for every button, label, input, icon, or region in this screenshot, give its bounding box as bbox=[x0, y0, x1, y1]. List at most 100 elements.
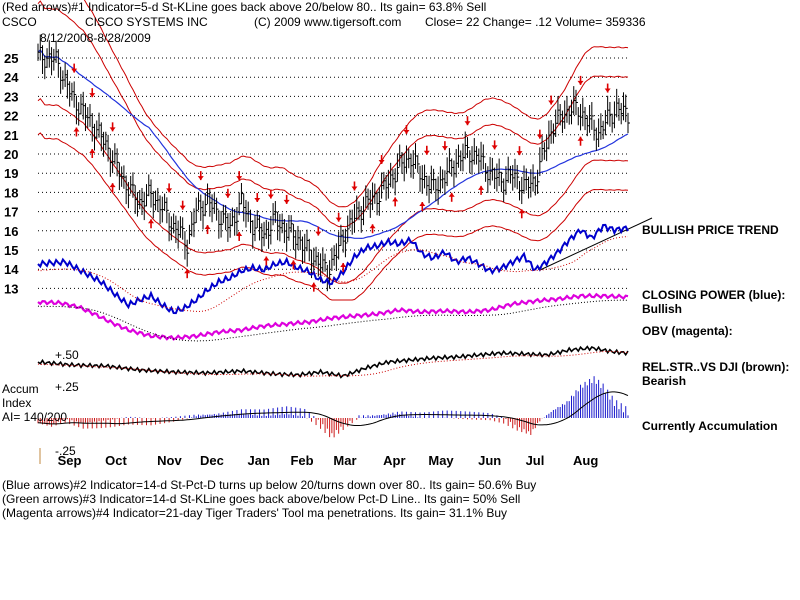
sell-arrow bbox=[335, 212, 342, 222]
sell-arrow bbox=[236, 171, 243, 181]
month-label: Aug bbox=[573, 453, 598, 468]
sell-arrow bbox=[516, 146, 523, 156]
month-label: Nov bbox=[157, 453, 182, 468]
ticker-symbol: CSCO bbox=[2, 15, 37, 29]
y-tick-label: 22 bbox=[4, 109, 18, 124]
y-tick-label: 16 bbox=[4, 224, 18, 239]
month-label: Sep bbox=[58, 453, 82, 468]
upper-band bbox=[37, 0, 629, 228]
sell-arrow bbox=[89, 88, 96, 98]
plus50-label: +.50 bbox=[55, 348, 79, 362]
sell-arrow bbox=[315, 226, 322, 236]
rel-str-label: REL.STR..VS DJI (brown): bbox=[642, 360, 790, 374]
index-label: Index bbox=[2, 396, 32, 410]
month-label: Jul bbox=[526, 453, 545, 468]
buy-arrow bbox=[290, 260, 297, 270]
buy-arrow bbox=[369, 224, 376, 234]
rel-str-state: Bearish bbox=[642, 374, 687, 388]
sell-arrow bbox=[548, 95, 555, 105]
trend-label: BULLISH PRICE TREND bbox=[642, 223, 779, 237]
sell-arrow bbox=[351, 181, 358, 191]
buy-arrow bbox=[478, 185, 485, 195]
footer-line3: (Magenta arrows)#4 Indicator=21-day Tige… bbox=[2, 506, 508, 520]
chart-series bbox=[37, 0, 653, 438]
buy-arrow bbox=[184, 269, 191, 279]
copyright: (C) 2009 www.tigersoft.com bbox=[254, 15, 402, 29]
month-label: Feb bbox=[290, 453, 313, 468]
buy-arrow bbox=[577, 136, 584, 146]
month-label: Apr bbox=[383, 453, 405, 468]
signal-arrows bbox=[71, 63, 611, 292]
month-axis: Sep Oct Nov Dec Jan Feb Mar Apr May Jun Jul Aug bbox=[39, 448, 598, 468]
closing-power-label: CLOSING POWER (blue): bbox=[642, 288, 786, 302]
buy-arrow bbox=[204, 225, 211, 235]
sell-arrow bbox=[283, 194, 290, 204]
buy-arrow bbox=[310, 282, 317, 292]
plus25-label: +.25 bbox=[55, 380, 79, 394]
buy-arrow bbox=[340, 262, 347, 272]
sell-arrow bbox=[423, 145, 430, 155]
sell-arrow bbox=[378, 154, 385, 164]
y-tick-label: 24 bbox=[4, 70, 19, 85]
minus25-label: -.25 bbox=[55, 444, 76, 458]
sell-arrow bbox=[224, 188, 231, 198]
sell-arrow bbox=[71, 63, 78, 73]
obv-label: OBV (magenta): bbox=[642, 324, 733, 338]
sell-arrow bbox=[464, 116, 471, 126]
sell-arrow bbox=[166, 183, 173, 193]
month-label: Mar bbox=[333, 453, 356, 468]
month-label: Jan bbox=[248, 453, 270, 468]
buy-arrow bbox=[448, 192, 455, 202]
y-tick-label: 25 bbox=[4, 51, 18, 66]
accum-state: Currently Accumulation bbox=[642, 419, 778, 433]
y-tick-label: 20 bbox=[4, 147, 18, 162]
closing-power-state: Bullish bbox=[642, 302, 683, 316]
moving-average bbox=[37, 48, 629, 240]
y-tick-label: 18 bbox=[4, 185, 18, 200]
outer-upper-band bbox=[83, 0, 629, 208]
y-tick-label: 15 bbox=[4, 243, 18, 258]
sell-arrow bbox=[604, 83, 611, 93]
buy-arrow bbox=[419, 202, 426, 211]
obv-line bbox=[37, 292, 629, 341]
buy-arrow bbox=[109, 183, 116, 193]
sell-arrow bbox=[197, 171, 204, 181]
buy-arrow bbox=[236, 231, 243, 241]
sell-arrow bbox=[491, 140, 498, 150]
footer-line2: (Green arrows)#3 Indicator=14-d St-KLine… bbox=[2, 492, 521, 506]
accum-ma bbox=[37, 391, 629, 426]
y-tick-label: 14 bbox=[4, 262, 19, 277]
price-y-ticks: 25 24 23 22 21 20 19 18 17 16 15 14 13 bbox=[4, 51, 19, 296]
buy-arrow bbox=[89, 149, 96, 159]
sell-arrow bbox=[179, 200, 186, 210]
buy-arrow bbox=[148, 219, 155, 229]
buy-arrow bbox=[73, 127, 80, 137]
y-tick-label: 19 bbox=[4, 166, 18, 181]
month-label: Jun bbox=[478, 453, 501, 468]
closing-power-ma bbox=[37, 236, 629, 313]
sell-arrow bbox=[441, 141, 448, 151]
month-label: Oct bbox=[105, 453, 127, 468]
closing-power-line bbox=[37, 223, 629, 315]
obv-ma bbox=[37, 299, 628, 342]
sell-arrow bbox=[109, 122, 116, 132]
month-label: Dec bbox=[200, 453, 224, 468]
y-tick-label: 23 bbox=[4, 89, 18, 104]
outer-lower-band bbox=[37, 132, 629, 301]
footer-line1: (Blue arrows)#2 Indicator=14-d St-Pct-D … bbox=[2, 478, 537, 492]
y-tick-label: 17 bbox=[4, 205, 18, 220]
sell-arrow bbox=[267, 189, 274, 199]
buy-arrow bbox=[392, 197, 399, 207]
date-range: 8/12/2008-8/28/2009 bbox=[40, 31, 151, 45]
close-change-volume: Close= 22 Change= .12 Volume= 359336 bbox=[425, 15, 646, 29]
sell-arrow bbox=[254, 193, 261, 202]
ai-label: AI= 140/200 bbox=[2, 410, 68, 424]
buy-arrow bbox=[263, 256, 270, 266]
y-tick-label: 21 bbox=[4, 128, 18, 143]
sell-arrow bbox=[577, 75, 584, 85]
buy-arrow bbox=[518, 209, 525, 219]
header-line1: (Red arrows)#1 Indicator=5-d St-KLine go… bbox=[2, 0, 487, 14]
accum-label: Accum bbox=[2, 382, 39, 396]
sell-arrow bbox=[403, 125, 410, 135]
